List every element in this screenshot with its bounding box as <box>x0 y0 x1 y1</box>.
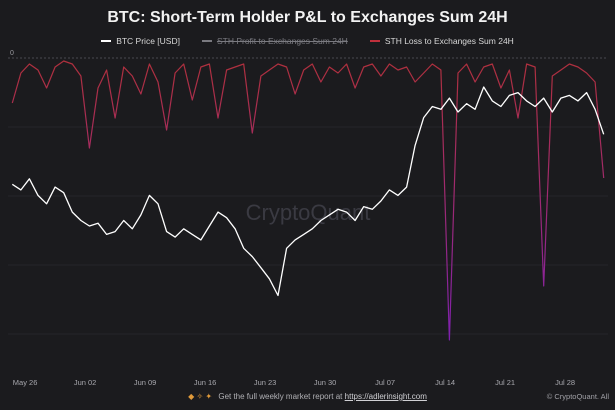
y-tick-label-zero: 0 <box>10 50 14 57</box>
x-tick-label: Jul 14 <box>435 378 455 387</box>
copyright: © CryptoQuant. All <box>546 392 609 401</box>
series-line-sth-loss <box>11 60 605 341</box>
chart-title: BTC: Short-Term Holder P&L to Exchanges … <box>107 9 508 26</box>
legend-item-profit[interactable]: STH Profit to Exchanges Sum 24H <box>201 36 348 46</box>
x-tick-label: Jul 28 <box>555 378 575 387</box>
legend-swatch-loss <box>369 40 380 42</box>
footer-link[interactable]: https://adlerinsight.com <box>344 392 427 401</box>
series-line-btc-price <box>11 86 605 297</box>
x-axis: May 26 Jun 02 Jun 09 Jun 16 Jun 23 Jun 30 Jul … <box>13 378 575 387</box>
x-tick-label: Jun 09 <box>134 378 157 387</box>
x-tick-label: Jul 07 <box>375 378 395 387</box>
legend: BTC Price [USD] STH Profit to Exchanges … <box>0 36 615 46</box>
x-tick-label: Jun 16 <box>194 378 217 387</box>
x-tick-label: May 26 <box>13 378 38 387</box>
footer-emoji-icon: ◆ ✧ ✦ <box>188 392 213 401</box>
legend-label-profit: STH Profit to Exchanges Sum 24H <box>216 36 348 46</box>
footer: ◆ ✧ ✦ Get the full weekly market report … <box>0 392 615 401</box>
watermark: CryptoQuant <box>246 200 371 225</box>
x-tick-label: Jul 21 <box>495 378 515 387</box>
legend-label-loss: STH Loss to Exchanges Sum 24H <box>384 36 514 46</box>
legend-item-loss[interactable]: STH Loss to Exchanges Sum 24H <box>369 36 514 46</box>
x-tick-label: Jun 02 <box>74 378 97 387</box>
legend-item-price[interactable]: BTC Price [USD] <box>101 36 180 46</box>
x-tick-label: Jun 30 <box>314 378 337 387</box>
legend-swatch-price <box>101 40 112 42</box>
footer-text: Get the full weekly market report at <box>218 392 343 401</box>
legend-swatch-profit <box>201 40 212 42</box>
x-tick-label: Jun 23 <box>254 378 277 387</box>
legend-label-price: BTC Price [USD] <box>116 36 180 46</box>
